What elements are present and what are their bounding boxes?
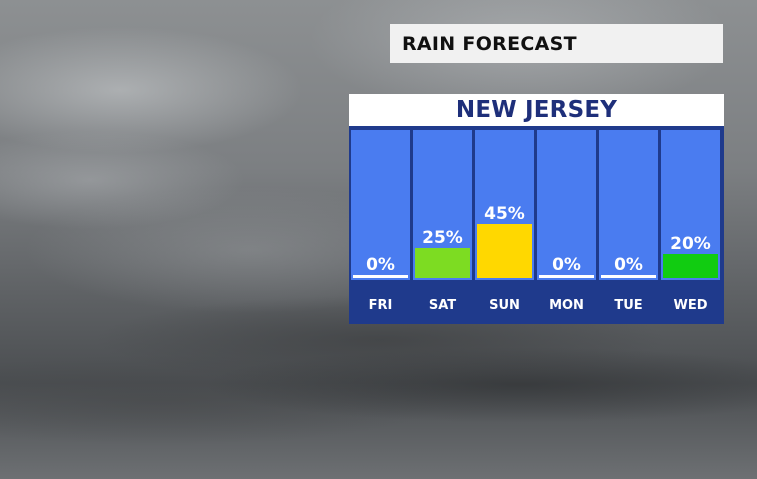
value-label-tue: 0% — [614, 255, 643, 275]
region-name: NEW JERSEY — [455, 97, 618, 123]
bar-tue — [601, 275, 656, 278]
day-label-sat: SAT — [429, 298, 456, 313]
day-cell-wed — [661, 280, 720, 322]
column-bg-fri — [351, 130, 410, 280]
day-label-mon: MON — [549, 298, 584, 313]
day-cell-fri — [351, 280, 410, 322]
region-header: NEW JERSEY — [349, 94, 724, 128]
value-label-mon: 0% — [552, 255, 581, 275]
day-label-wed: WED — [673, 298, 707, 313]
day-label-fri: FRI — [369, 298, 393, 313]
value-label-sun: 45% — [484, 204, 525, 224]
bar-fri — [353, 275, 408, 278]
day-label-tue: TUE — [614, 298, 642, 313]
value-label-wed: 20% — [670, 234, 711, 254]
chart-title: RAIN FORECAST — [402, 32, 577, 55]
title-banner: RAIN FORECAST — [390, 24, 723, 63]
day-label-sun: SUN — [489, 298, 520, 313]
bar-sun — [477, 224, 532, 278]
value-label-fri: 0% — [366, 255, 395, 275]
day-cell-tue — [599, 280, 658, 322]
value-label-sat: 25% — [422, 228, 463, 248]
column-bg-mon — [537, 130, 596, 280]
column-bg-tue — [599, 130, 658, 280]
bar-mon — [539, 275, 594, 278]
forecast-panel: 0% FRI 25% SAT 45% SUN 0% MON 0% TUE 20% WED NEW JE… — [349, 94, 724, 324]
day-cell-mon — [537, 280, 596, 322]
day-cell-sun — [475, 280, 534, 322]
day-cell-sat — [413, 280, 472, 322]
bar-sat — [415, 248, 470, 278]
bar-wed — [663, 254, 718, 278]
rain-chart: 0% FRI 25% SAT 45% SUN 0% MON 0% TUE 20% WED — [351, 130, 720, 322]
